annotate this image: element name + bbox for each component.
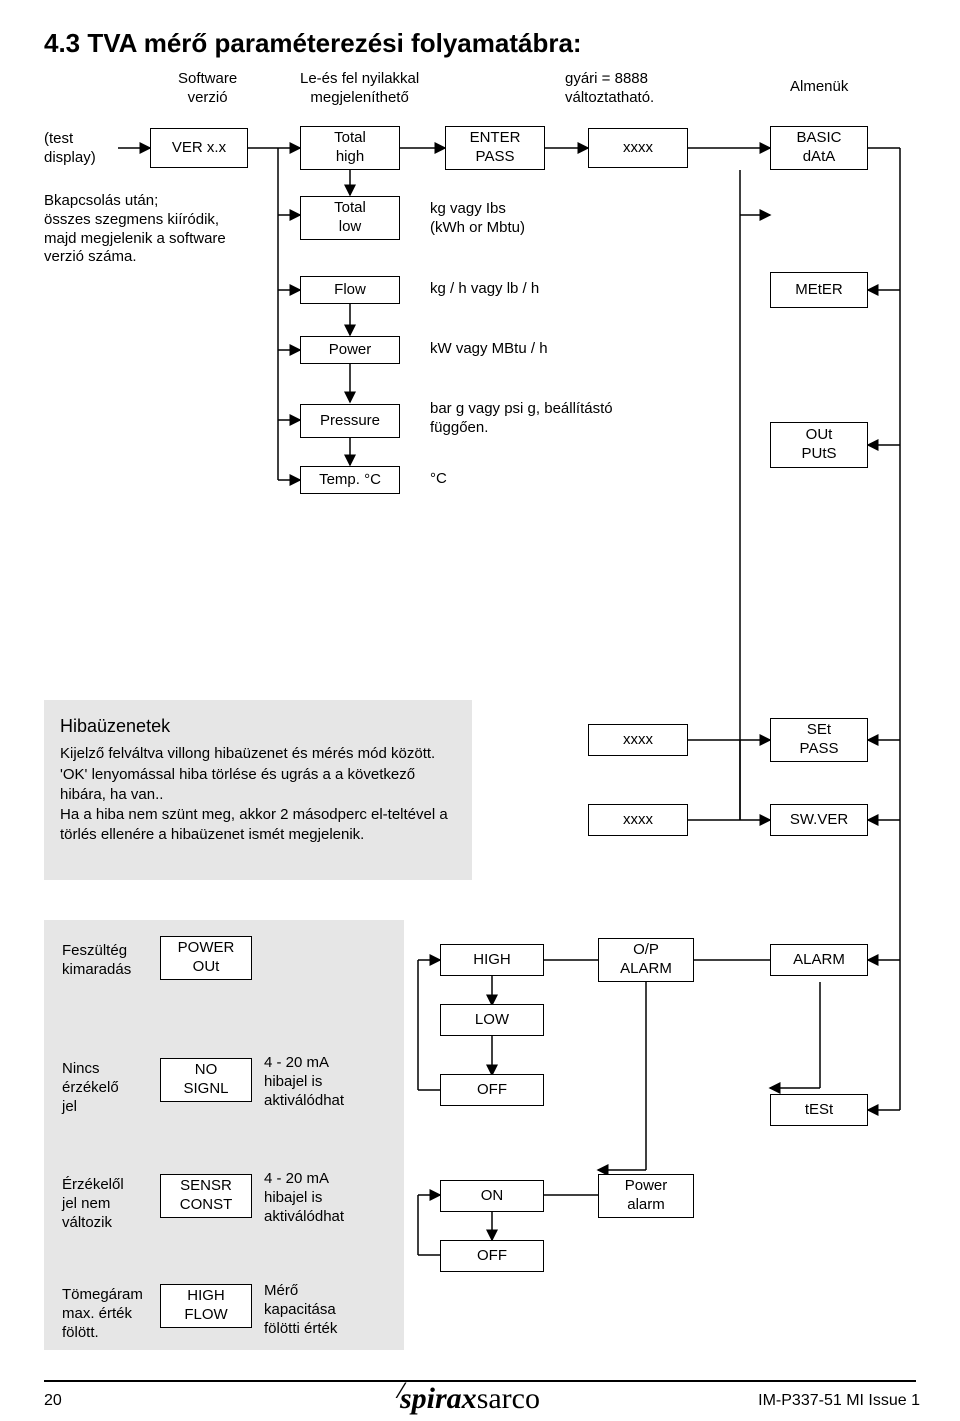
node-on: ON (440, 1180, 544, 1212)
node-setpass: SEtPASS (770, 718, 868, 762)
node-power: Power (300, 336, 400, 364)
desc-power: kW vagy MBtu / h (430, 340, 548, 359)
node-outputs: OUtPUtS (770, 422, 868, 468)
lbl-bkapcs: Bkapcsolás után;összes szegmens kiíródik… (44, 192, 264, 267)
node-flow: Flow (300, 276, 400, 304)
logo: spiraxsarco (400, 1382, 540, 1416)
node-swver: SW.VER (770, 804, 868, 836)
lbl-almenuk: Almenük (790, 78, 848, 97)
lbl-feszult: Feszültégkimaradás (62, 942, 131, 980)
lbl-highflow-desc: Mérőkapacitásafölötti érték (264, 1282, 337, 1338)
hibabox-title: Hibaüzenetek (60, 714, 456, 738)
desc-pressure: bar g vagy psi g, beállítástófüggően. (430, 400, 613, 438)
node-op-alarm: O/PALARM (598, 938, 694, 982)
lbl-tomeg: Tömegárammax. értékfölött. (62, 1286, 143, 1342)
node-enter: ENTERPASS (445, 126, 545, 170)
lbl-lefel: Le-és fel nyilakkalmegjeleníthető (300, 70, 419, 108)
node-total-low: Totallow (300, 196, 400, 240)
footer-pagenum: 20 (44, 1392, 62, 1410)
hibabox: Hibaüzenetek Kijelző felváltva villong h… (44, 700, 472, 880)
node-no-signl: NOSIGNL (160, 1058, 252, 1102)
node-high-flow: HIGHFLOW (160, 1284, 252, 1328)
node-xxxx-1: xxxx (588, 128, 688, 168)
lbl-software: Softwareverzió (178, 70, 237, 108)
lbl-testdisplay: (testdisplay) (44, 130, 96, 168)
lbl-gyari: gyári = 8888változtatható. (565, 70, 654, 108)
node-meter: MEtER (770, 272, 868, 308)
node-sensr-const: SENSRCONST (160, 1174, 252, 1218)
hibabox-body: Kijelző felváltva villong hibaüzenet és … (60, 744, 456, 845)
node-pressure: Pressure (300, 404, 400, 438)
node-alarm: ALARM (770, 944, 868, 976)
node-xxxx-3: xxxx (588, 804, 688, 836)
lbl-nosignl-desc: 4 - 20 mAhibajel isaktiválódhat (264, 1054, 344, 1110)
desc-tempc: °C (430, 470, 447, 489)
page-title: 4.3 TVA mérő paraméterezési folyamatábra… (44, 28, 582, 59)
node-test: tESt (770, 1094, 868, 1126)
lbl-nincs: Nincsérzékelőjel (62, 1060, 119, 1116)
desc-total-low: kg vagy Ibs(kWh or Mbtu) (430, 200, 525, 238)
node-power-out: POWEROUt (160, 936, 252, 980)
node-power-alarm: Poweralarm (598, 1174, 694, 1218)
footer-docid: IM-P337-51 MI Issue 1 (758, 1392, 920, 1410)
node-low: LOW (440, 1004, 544, 1036)
lbl-erzekelo: Érzékelőljel nemváltozik (62, 1176, 124, 1232)
node-ver: VER x.x (150, 128, 248, 168)
node-xxxx-2: xxxx (588, 724, 688, 756)
node-off-2: OFF (440, 1240, 544, 1272)
desc-flow: kg / h vagy lb / h (430, 280, 539, 299)
lbl-sensr-desc: 4 - 20 mAhibajel isaktiválódhat (264, 1170, 344, 1226)
node-total-high: Totalhigh (300, 126, 400, 170)
node-high: HIGH (440, 944, 544, 976)
logo-slash: ⁄ (400, 1378, 404, 1404)
node-basic: BASICdAtA (770, 126, 868, 170)
node-off-1: OFF (440, 1074, 544, 1106)
node-tempc: Temp. °C (300, 466, 400, 494)
